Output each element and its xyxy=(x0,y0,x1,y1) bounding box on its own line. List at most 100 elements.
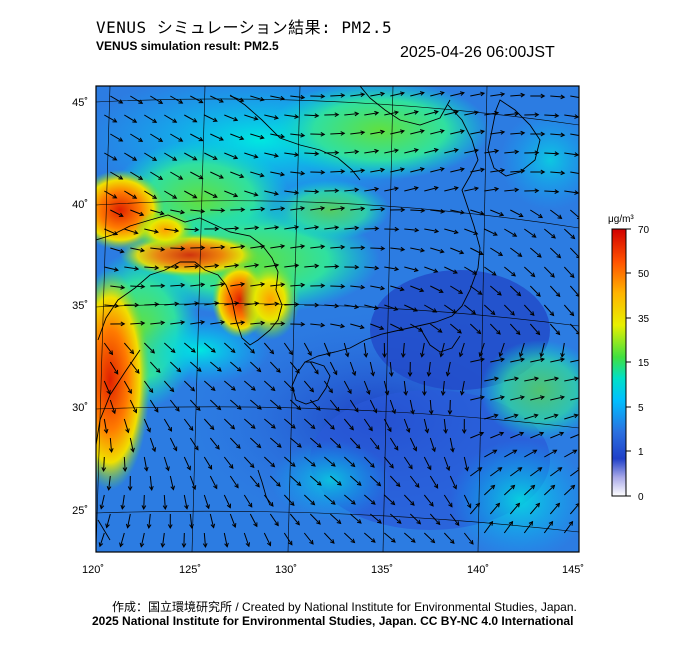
wind-arrow xyxy=(430,168,445,173)
wind-arrow-head xyxy=(309,387,315,393)
wind-arrow-head xyxy=(112,156,118,161)
wind-arrow-head xyxy=(139,542,145,548)
wind-arrow xyxy=(184,302,199,306)
wind-arrow-head xyxy=(167,427,173,432)
wind-arrow-head xyxy=(517,467,523,472)
wind-arrow xyxy=(303,494,315,505)
wind-arrow xyxy=(103,418,108,433)
wind-arrow xyxy=(403,456,413,469)
wind-arrow-head xyxy=(529,311,535,317)
wind-arrow xyxy=(269,361,281,373)
wind-arrow xyxy=(430,285,444,293)
wind-arrow xyxy=(570,359,579,363)
wind-arrow xyxy=(169,361,181,372)
wind-arrow xyxy=(189,399,201,411)
wind-arrow-head xyxy=(256,367,262,373)
wind-arrow xyxy=(484,112,499,116)
wind-arrow-head xyxy=(413,186,419,191)
wind-arrow-head xyxy=(473,230,479,235)
wind-arrow-head xyxy=(420,352,425,358)
wind-arrow-head xyxy=(429,501,434,507)
wind-arrow xyxy=(344,189,359,192)
wind-arrow-head xyxy=(430,538,436,544)
wind-arrow-head xyxy=(280,171,286,177)
wind-arrow xyxy=(104,228,118,235)
wind-arrow-head xyxy=(326,351,331,357)
wind-arrow-head xyxy=(517,252,523,257)
wind-arrow xyxy=(410,323,423,332)
wind-arrow xyxy=(124,152,137,161)
wind-arrow xyxy=(143,456,148,471)
wind-arrow xyxy=(330,246,345,249)
wind-arrow xyxy=(289,513,300,526)
lon-tick-145: 145˚ xyxy=(562,564,584,576)
wind-arrow xyxy=(363,342,367,357)
wind-arrow xyxy=(429,513,441,525)
wind-arrow-head xyxy=(127,486,133,492)
wind-arrow-head xyxy=(336,443,342,449)
wind-arrow-head xyxy=(454,521,460,527)
wind-arrow-head xyxy=(405,428,411,434)
wind-arrow-head xyxy=(374,265,380,271)
wind-arrow xyxy=(421,342,425,357)
wind-arrow xyxy=(569,285,579,297)
wind-arrow-head xyxy=(490,484,496,490)
wind-arrow-head xyxy=(572,449,578,454)
wind-arrow xyxy=(470,432,484,439)
wind-arrow xyxy=(444,187,459,192)
wind-arrow-head xyxy=(273,191,279,196)
wind-arrow xyxy=(503,304,515,316)
wind-arrow xyxy=(184,265,199,268)
wind-arrow xyxy=(209,437,220,450)
wind-arrow-head xyxy=(534,150,540,156)
wind-arrow-head xyxy=(139,211,145,217)
wind-arrow-head xyxy=(226,503,232,509)
wind-arrow-head xyxy=(395,482,401,488)
wind-arrow xyxy=(310,323,325,326)
wind-arrow-head xyxy=(119,248,125,254)
wind-arrow-head xyxy=(240,207,246,213)
wind-arrow-head xyxy=(290,386,295,392)
wind-arrow xyxy=(529,247,542,258)
wind-arrow xyxy=(289,361,300,374)
wind-arrow-head xyxy=(300,321,306,327)
wind-arrow-head xyxy=(273,115,279,120)
wind-arrow-head xyxy=(259,172,265,178)
wind-arrow xyxy=(223,456,234,469)
wind-arrow-head xyxy=(516,291,522,297)
wind-arrow xyxy=(469,323,481,334)
wind-arrow xyxy=(564,449,577,458)
wind-arrow-head xyxy=(490,310,496,316)
wind-arrow-head xyxy=(428,410,434,415)
wind-arrow-head xyxy=(335,406,340,412)
lat-tick-35: 35˚ xyxy=(72,300,88,312)
wind-arrow xyxy=(224,227,239,230)
wind-arrow-head xyxy=(540,93,546,99)
wind-arrow xyxy=(323,456,336,467)
wind-arrow xyxy=(564,190,579,194)
wind-arrow-head xyxy=(194,301,200,306)
lon-tick-125: 125˚ xyxy=(179,564,201,576)
wind-arrow-head xyxy=(360,284,366,290)
wind-arrow xyxy=(383,418,392,432)
wind-arrow xyxy=(103,380,111,395)
wind-arrow-head xyxy=(290,462,296,467)
wind-arrow-head xyxy=(410,538,416,543)
wind-arrow xyxy=(249,399,262,410)
wind-arrow xyxy=(150,209,164,215)
wind-arrow-head xyxy=(413,110,419,115)
wind-arrow xyxy=(224,114,238,121)
wind-arrow-head xyxy=(382,353,387,359)
wind-arrow xyxy=(144,303,159,306)
wind-arrow xyxy=(163,380,174,392)
wind-arrow xyxy=(149,437,156,452)
wind-arrow-head xyxy=(580,172,584,176)
wind-arrow-head xyxy=(433,148,439,153)
wind-arrow xyxy=(509,285,521,296)
wind-arrow xyxy=(424,228,439,233)
wind-arrow xyxy=(304,265,319,268)
wind-arrow xyxy=(249,437,261,448)
wind-arrow xyxy=(549,247,561,259)
wind-arrow-head xyxy=(309,539,314,545)
wind-arrow-head xyxy=(445,371,451,377)
